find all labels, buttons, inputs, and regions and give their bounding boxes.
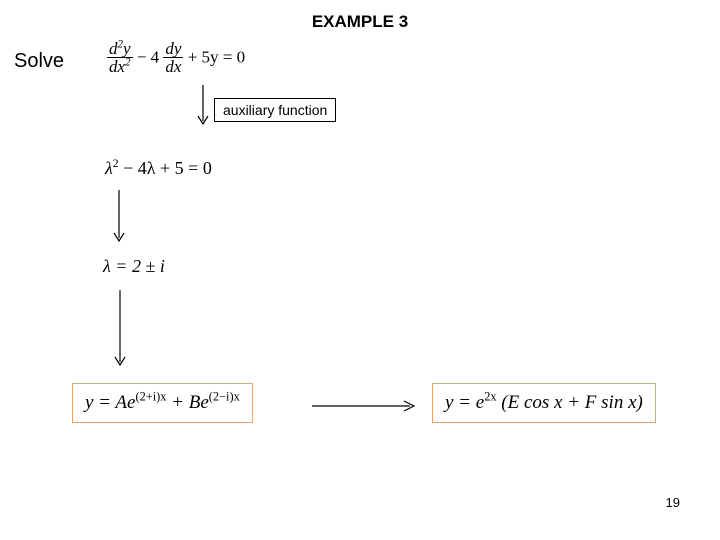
auxiliary-equation: λ2 − 4λ + 5 = 0: [105, 158, 212, 179]
arrow-down-3: [113, 290, 127, 370]
ode-tail: + 5y = 0: [183, 47, 245, 66]
solve-label: Solve: [14, 50, 64, 73]
example-title: EXAMPLE 3: [0, 12, 720, 32]
aux-function-label: auxiliary function: [214, 98, 336, 122]
arrow-down-1: [196, 85, 210, 129]
arrow-right: [312, 399, 420, 413]
roots-equation: λ = 2 ± i: [103, 256, 165, 277]
page-number: 19: [666, 495, 680, 510]
general-solution-complex: y = Ae(2+i)x + Be(2−i)x: [72, 383, 253, 423]
general-solution-real: y = e2x (E cos x + F sin x): [432, 383, 656, 423]
arrow-down-2: [112, 190, 126, 246]
ode-equation: d2y dx2 − 4 dy dx + 5y = 0: [107, 40, 245, 77]
